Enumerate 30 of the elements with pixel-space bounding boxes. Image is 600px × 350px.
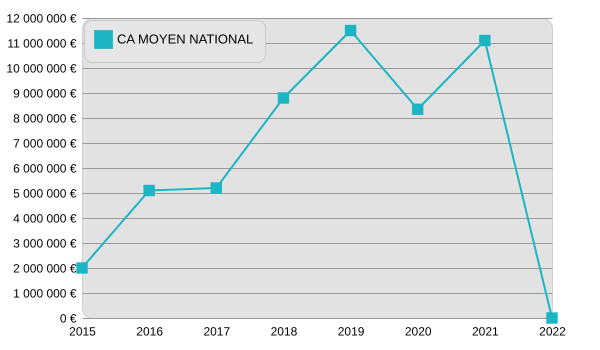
y-tick-label: 12 000 000 € xyxy=(6,12,77,26)
x-tick-label: 2016 xyxy=(136,324,164,338)
x-tick-label: 2019 xyxy=(338,324,365,338)
y-tick-label: 2 000 000 € xyxy=(13,262,77,276)
x-tick-label: 2022 xyxy=(539,324,566,338)
y-tick-label: 11 000 000 € xyxy=(7,36,77,50)
y-tick-label: 8 000 000 € xyxy=(13,112,77,126)
y-tick-label: 3 000 000 € xyxy=(13,236,77,250)
y-tick-label: 6 000 000 € xyxy=(13,162,77,176)
point xyxy=(76,262,88,274)
y-tick-label: 1 000 000 € xyxy=(13,286,77,300)
y-tick-label: 7 000 000 € xyxy=(13,136,77,150)
point xyxy=(479,34,491,46)
point xyxy=(344,24,356,36)
x-tick-label: 2017 xyxy=(203,324,230,338)
y-tick-label: 0 € xyxy=(60,312,77,326)
point xyxy=(412,104,424,115)
legend-label: CA MOYEN NATIONAL xyxy=(117,32,254,46)
x-tick-label: 2018 xyxy=(270,324,298,338)
point xyxy=(143,184,155,196)
point xyxy=(546,312,558,324)
x-tick-label: 2021 xyxy=(472,324,500,338)
x-tick-label: 2015 xyxy=(69,324,96,338)
point xyxy=(210,182,222,194)
y-tick-label: 4 000 000 € xyxy=(13,212,77,226)
y-tick-label: 9 000 000 € xyxy=(13,86,77,100)
point xyxy=(278,92,290,104)
y-tick-label: 10 000 000 € xyxy=(6,62,77,76)
x-tick-label: 2020 xyxy=(404,324,432,338)
y-tick-label: 5 000 000 € xyxy=(13,186,77,200)
